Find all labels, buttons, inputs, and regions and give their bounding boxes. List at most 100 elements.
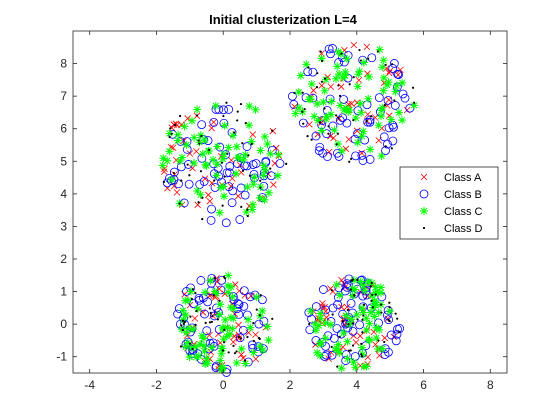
data-point-class-c bbox=[395, 109, 403, 117]
data-point-class-d bbox=[208, 149, 210, 151]
data-point-class-c bbox=[259, 346, 267, 354]
data-point-class-c bbox=[318, 127, 326, 135]
data-point-class-d bbox=[285, 163, 287, 165]
data-point-class-c bbox=[391, 88, 399, 96]
data-point-class-d bbox=[213, 294, 215, 296]
data-point-class-d bbox=[327, 125, 329, 127]
data-point-class-c bbox=[305, 95, 313, 103]
data-point-class-d bbox=[210, 312, 212, 314]
data-point-class-c bbox=[263, 322, 271, 330]
data-point-class-d bbox=[240, 338, 242, 340]
data-point-class-d bbox=[340, 53, 342, 55]
data-point-class-c bbox=[359, 350, 367, 358]
data-point-class-d bbox=[371, 282, 373, 284]
data-point-class-d bbox=[337, 133, 339, 135]
data-point-class-d bbox=[327, 133, 329, 135]
data-point-class-d bbox=[302, 123, 304, 125]
legend-entry-label: Class C bbox=[444, 206, 483, 218]
data-point-class-c bbox=[256, 194, 264, 202]
data-point-class-c bbox=[218, 345, 226, 353]
data-point-class-d bbox=[238, 336, 240, 338]
data-point-class-c bbox=[376, 46, 384, 54]
data-point-class-d bbox=[398, 331, 400, 333]
data-point-class-c bbox=[257, 146, 265, 154]
data-point-class-d bbox=[413, 102, 415, 104]
data-point-class-c bbox=[204, 147, 212, 155]
data-point-class-d bbox=[335, 114, 337, 116]
data-point-class-d bbox=[189, 343, 191, 345]
data-point-class-d bbox=[171, 133, 173, 135]
data-point-class-d bbox=[260, 294, 262, 296]
data-point-class-d bbox=[245, 122, 247, 124]
data-point-class-c bbox=[250, 173, 258, 181]
data-point-class-d bbox=[235, 350, 237, 352]
data-point-class-d bbox=[370, 115, 372, 117]
data-point-class-c bbox=[201, 161, 209, 169]
data-point-class-d bbox=[339, 95, 341, 97]
data-point-class-d bbox=[375, 293, 377, 295]
data-point-class-c bbox=[227, 283, 235, 291]
data-point-class-d bbox=[337, 117, 339, 119]
data-point-class-c bbox=[188, 344, 196, 352]
data-point-class-d bbox=[332, 313, 334, 315]
data-point-class-d bbox=[218, 300, 220, 302]
data-point-class-c bbox=[358, 344, 366, 352]
data-point-class-c bbox=[211, 288, 219, 296]
data-point-class-c bbox=[193, 106, 201, 114]
data-point-class-d bbox=[197, 201, 199, 203]
data-point-class-d bbox=[183, 323, 185, 325]
data-point-class-d bbox=[385, 64, 387, 66]
data-point-class-d bbox=[256, 308, 258, 310]
data-point-class-c bbox=[209, 156, 217, 164]
data-point-class-c bbox=[213, 143, 221, 151]
data-point-class-d bbox=[223, 176, 225, 178]
data-point-class-c bbox=[355, 67, 363, 75]
data-point-class-d bbox=[353, 76, 355, 78]
data-point-class-d bbox=[356, 318, 358, 320]
data-point-class-c bbox=[260, 171, 268, 179]
data-point-class-c bbox=[333, 281, 341, 289]
data-point-class-c bbox=[263, 140, 271, 148]
data-point-class-d bbox=[383, 341, 385, 343]
data-point-class-d bbox=[311, 138, 313, 140]
data-point-class-d bbox=[200, 135, 202, 137]
data-point-class-c bbox=[244, 316, 252, 324]
data-point-class-c bbox=[189, 325, 197, 333]
data-point-class-c bbox=[220, 182, 228, 190]
data-point-class-c bbox=[198, 332, 206, 340]
data-point-class-d bbox=[331, 346, 333, 348]
data-point-class-c bbox=[233, 143, 241, 151]
data-point-class-c bbox=[265, 189, 273, 197]
data-point-class-c bbox=[332, 75, 340, 83]
data-point-class-d bbox=[361, 355, 363, 357]
data-point-class-c bbox=[387, 116, 395, 124]
data-point-class-c bbox=[398, 116, 406, 124]
data-point-class-d bbox=[370, 285, 372, 287]
data-point-class-d bbox=[348, 161, 350, 163]
data-point-class-c bbox=[330, 126, 338, 134]
data-point-class-d bbox=[232, 345, 234, 347]
data-point-class-d bbox=[336, 366, 338, 368]
data-point-class-c bbox=[364, 278, 372, 286]
data-point-class-c bbox=[357, 109, 365, 117]
data-point-class-d bbox=[342, 320, 344, 322]
data-point-class-c bbox=[340, 106, 348, 114]
data-point-class-d bbox=[191, 298, 193, 300]
data-point-class-c bbox=[216, 357, 224, 365]
data-point-class-d bbox=[180, 324, 182, 326]
data-point-class-c bbox=[243, 183, 251, 191]
data-point-class-d bbox=[240, 103, 242, 105]
y-tick-label: 2 bbox=[60, 252, 67, 266]
data-point-class-c bbox=[365, 73, 373, 81]
data-point-class-c bbox=[343, 55, 351, 63]
data-point-class-d bbox=[350, 349, 352, 351]
data-point-class-d bbox=[377, 50, 379, 52]
data-point-class-d bbox=[356, 279, 358, 281]
x-tick-label: 0 bbox=[220, 378, 227, 392]
data-point-class-d bbox=[352, 344, 354, 346]
y-tick-label: 3 bbox=[60, 219, 67, 233]
data-point-class-c bbox=[313, 100, 321, 108]
data-point-class-d bbox=[372, 306, 374, 308]
data-point-class-c bbox=[297, 72, 305, 80]
